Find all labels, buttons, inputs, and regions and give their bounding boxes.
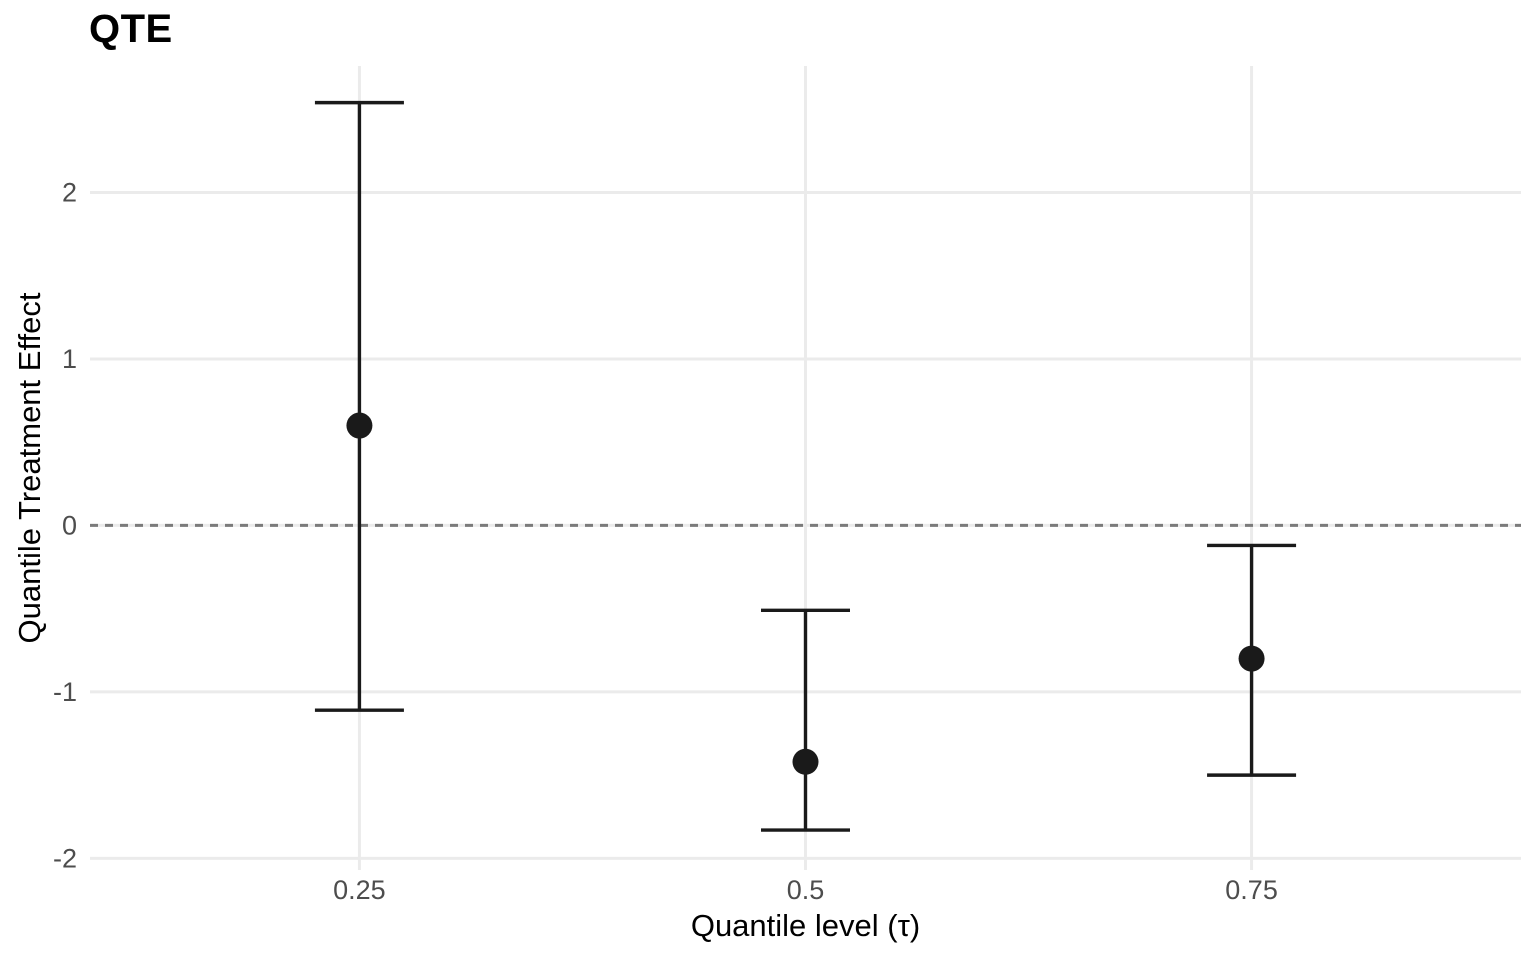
point-estimate [792, 748, 819, 775]
y-tick-label: 0 [62, 510, 77, 540]
x-tick-label: 0.5 [787, 875, 825, 905]
y-axis-title: Quantile Treatment Effect [12, 292, 47, 644]
x-tick-label: 0.75 [1225, 875, 1278, 905]
x-axis-title: Quantile level (τ) [690, 908, 921, 943]
y-tick-label: 2 [62, 178, 77, 208]
y-tick-label: -2 [53, 843, 77, 873]
y-tick-label: -1 [53, 677, 77, 707]
point-estimate [346, 412, 373, 439]
point-estimate [1238, 645, 1265, 672]
chart-title: QTE [89, 7, 173, 51]
y-tick-label: 1 [62, 344, 77, 374]
x-tick-label: 0.25 [333, 875, 386, 905]
